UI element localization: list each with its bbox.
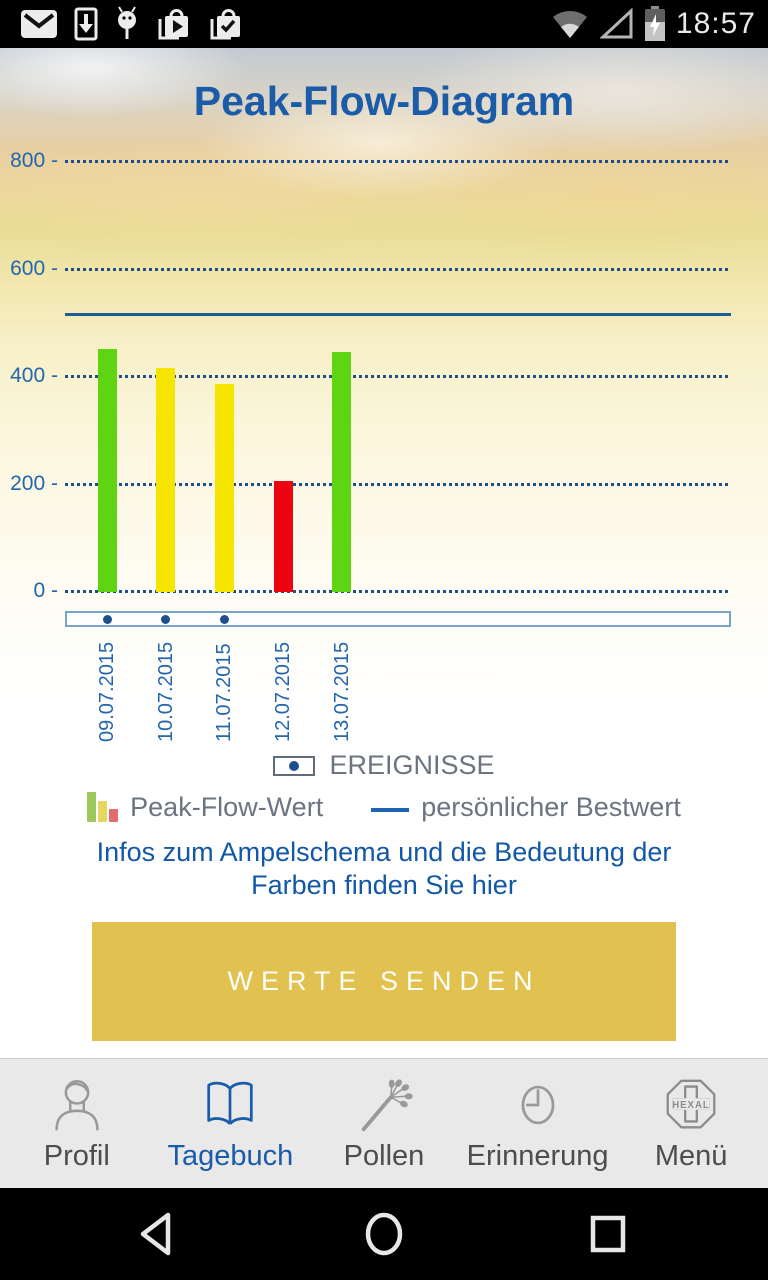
- app-update-icon: [158, 9, 188, 40]
- best-value-legend-label: persönlicher Bestwert: [421, 792, 681, 822]
- battery-charging-icon: [644, 6, 665, 41]
- events-legend-label: EREIGNISSE: [329, 750, 495, 780]
- nav-item-pollen[interactable]: Pollen: [309, 1074, 459, 1173]
- gmail-icon: [21, 10, 57, 38]
- info-link-line2[interactable]: Farben finden Sie hier: [251, 870, 517, 900]
- legend-series: Peak-Flow-Wert persönlicher Bestwert: [0, 790, 768, 824]
- home-button[interactable]: [360, 1210, 408, 1258]
- bottom-nav: Profil Tagebuch: [0, 1058, 768, 1188]
- notification-icons: [0, 6, 244, 42]
- android-debug-icon: [118, 6, 136, 39]
- person-icon: [55, 1080, 99, 1131]
- nav-label-profil[interactable]: Profil: [43, 1140, 110, 1172]
- system-icons: 18:57: [550, 6, 768, 42]
- page-title: Peak-Flow-Diagram: [193, 78, 575, 124]
- hexal-logo-icon: HEXAL: [666, 1079, 716, 1129]
- recents-button[interactable]: [584, 1210, 632, 1258]
- nav-label-menu-erinnerung[interactable]: Erinnerung: [466, 1140, 609, 1172]
- clock-icon: [521, 1085, 554, 1125]
- nav-item-erinnerung[interactable]: Erinnerung: [463, 1074, 613, 1173]
- back-icon: [140, 1212, 171, 1256]
- nav-item-tagebuch[interactable]: Tagebuch: [155, 1074, 305, 1173]
- nav-label-menu[interactable]: Menü: [654, 1140, 728, 1172]
- nav-label-tagebuch[interactable]: Tagebuch: [167, 1140, 294, 1172]
- wifi-icon: [552, 10, 587, 38]
- nav-label-pollen[interactable]: Pollen: [343, 1140, 425, 1172]
- svg-text:HEXAL: HEXAL: [672, 1100, 710, 1111]
- home-icon: [365, 1212, 403, 1256]
- recents-icon: [590, 1215, 626, 1253]
- download-icon: [74, 7, 98, 41]
- legend-events: EREIGNISSE: [0, 750, 768, 781]
- status-bar: 18:57: [0, 0, 768, 48]
- clock-time: 18:57: [675, 7, 756, 40]
- app-updated-icon: [210, 9, 240, 40]
- pollen-icon: [361, 1079, 413, 1132]
- peak-flow-swatch-icon: [87, 792, 119, 824]
- book-icon: [207, 1081, 254, 1125]
- events-swatch-icon: [273, 755, 316, 776]
- back-button[interactable]: [136, 1210, 184, 1258]
- nav-item-menu[interactable]: HEXAL Menü: [616, 1074, 766, 1173]
- nav-item-profil[interactable]: Profil: [2, 1074, 152, 1173]
- peak-flow-legend-label: Peak-Flow-Wert: [130, 792, 324, 822]
- send-values-button[interactable]: WERTE SENDEN: [92, 922, 676, 1041]
- best-value-swatch-icon: [371, 808, 410, 812]
- signal-triangle-icon: [599, 8, 633, 39]
- android-nav: [0, 1188, 768, 1280]
- ampelschema-info-link[interactable]: Infos zum Ampelschema und die Bedeutung …: [0, 836, 768, 902]
- info-link-line1[interactable]: Infos zum Ampelschema und die Bedeutung …: [96, 837, 672, 867]
